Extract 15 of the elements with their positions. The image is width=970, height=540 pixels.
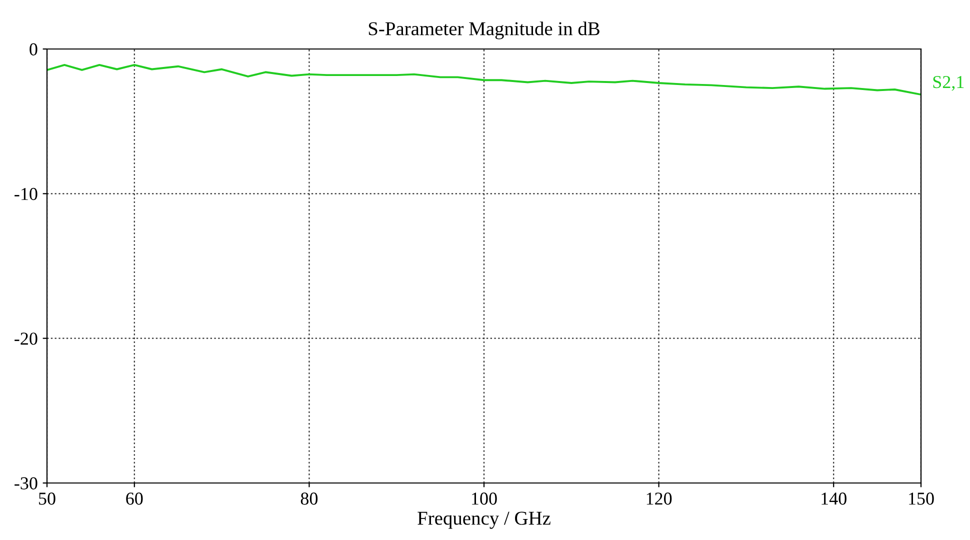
y-tick-label: -10 — [14, 188, 38, 200]
x-tick-label: 50 — [39, 492, 56, 505]
x-tick-label: 140 — [822, 492, 846, 505]
y-tick-label: 0 — [30, 43, 38, 56]
y-tick-label: -20 — [14, 332, 38, 345]
line-series — [47, 64, 921, 96]
chart-title: S-Parameter Magnitude in dB — [368, 22, 600, 40]
x-tick-label: 120 — [646, 492, 672, 505]
series-label: S2,1 — [933, 76, 964, 91]
x-tick-label: 60 — [126, 492, 143, 505]
x-tick-label: 150 — [909, 492, 934, 505]
y-tick-label: -30 — [14, 477, 38, 490]
x-tick-label: 80 — [300, 492, 318, 505]
x-tick-label: 100 — [472, 492, 497, 505]
x-axis-title: Frequency / GHz — [418, 512, 550, 529]
